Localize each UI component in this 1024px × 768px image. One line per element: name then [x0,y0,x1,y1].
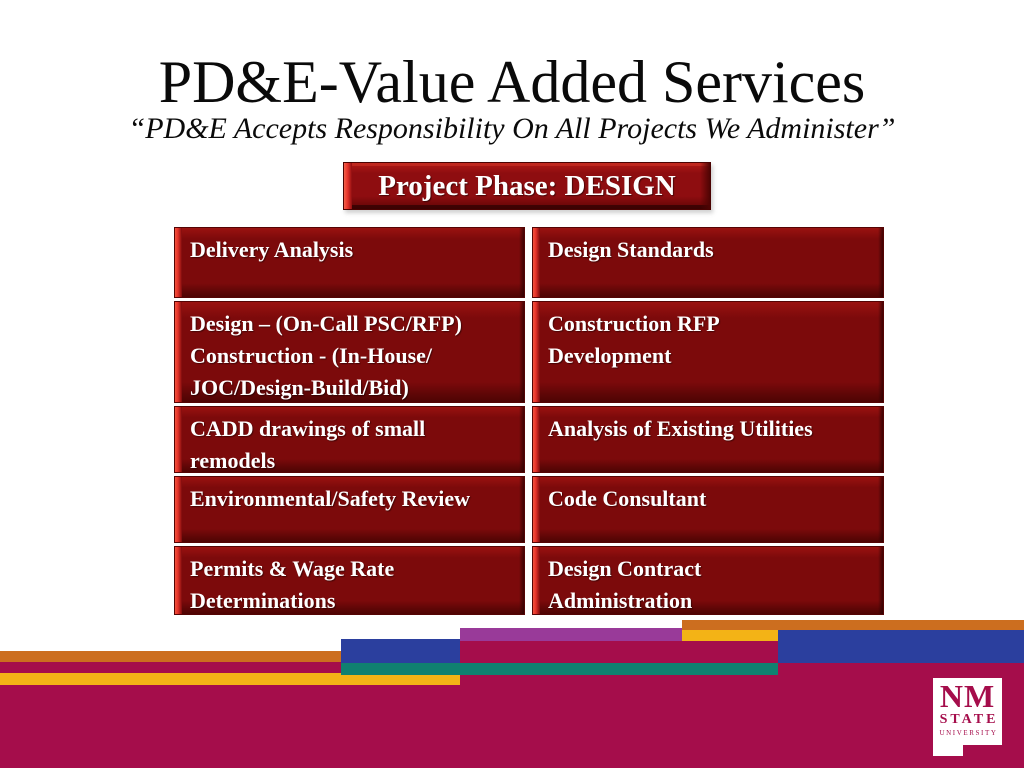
nmsu-logo-bootheel [933,745,963,756]
table-row: CADD drawings of small remodels Analysis… [174,406,884,473]
services-table: Delivery Analysis Design Standards Desig… [174,227,884,618]
nmsu-logo-nm: NM [939,678,996,714]
service-cell-environmental-safety: Environmental/Safety Review [174,476,525,543]
service-cell-code-consultant: Code Consultant [532,476,884,543]
footer-orange-left-stripe [0,651,341,662]
service-cell-existing-utilities: Analysis of Existing Utilities [532,406,884,473]
service-cell-delivery-analysis: Delivery Analysis [174,227,525,298]
table-row: Delivery Analysis Design Standards [174,227,884,298]
service-cell-construction-rfp: Construction RFP Development [532,301,884,403]
slide-subtitle: “PD&E Accepts Responsibility On All Proj… [128,112,896,145]
service-cell-design-contract-admin: Design Contract Administration [532,546,884,615]
footer-crimson-mid-band [460,641,778,663]
service-cell-cadd-drawings: CADD drawings of small remodels [174,406,525,473]
footer-crimson-band [0,685,1024,768]
footer-orange-right-stripe [682,620,1024,630]
nmsu-logo-text: NM STATE UNIVERSITY [933,678,1002,756]
footer-teal-stripe [341,663,778,675]
table-row: Permits & Wage Rate Determinations Desig… [174,546,884,615]
footer-blue-right-block [778,630,1024,663]
footer-crimson-mid-lower [460,675,778,689]
nmsu-logo-university: UNIVERSITY [939,729,998,737]
table-row: Environmental/Safety Review Code Consult… [174,476,884,543]
nmsu-logo-state: STATE [939,712,999,727]
footer-gold-right-stripe [682,630,778,641]
footer-blue-left-block [341,639,460,663]
footer-crimson-left-stripe [0,662,341,673]
slide-title: PD&E-Value Added Services [158,49,866,115]
footer-gold-left-stripe [0,673,460,685]
table-row: Design – (On-Call PSC/RFP) Construction … [174,301,884,403]
service-cell-permits-wage: Permits & Wage Rate Determinations [174,546,525,615]
project-phase-banner-label: Project Phase: DESIGN [378,169,676,202]
nmsu-logo [933,678,1002,745]
project-phase-banner: Project Phase: DESIGN [343,162,711,210]
footer-purple-stripe [460,628,682,641]
service-cell-design-standards: Design Standards [532,227,884,298]
service-cell-design-oncall: Design – (On-Call PSC/RFP) Construction … [174,301,525,403]
